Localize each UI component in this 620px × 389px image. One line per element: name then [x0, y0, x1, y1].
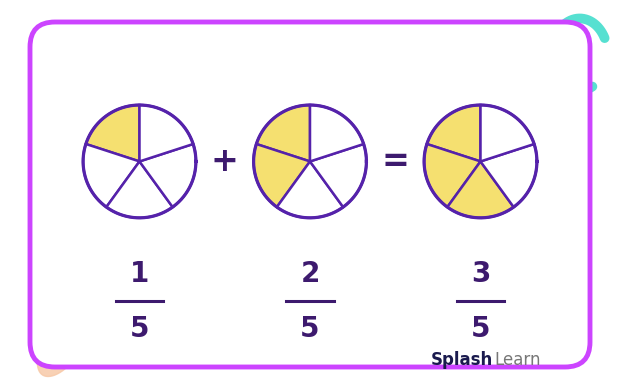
Polygon shape	[540, 337, 578, 349]
Polygon shape	[540, 324, 578, 349]
Polygon shape	[140, 144, 196, 207]
Polygon shape	[41, 44, 75, 71]
Polygon shape	[310, 144, 366, 207]
Polygon shape	[448, 161, 513, 218]
Text: 1: 1	[130, 260, 149, 288]
Polygon shape	[254, 144, 310, 207]
Polygon shape	[424, 144, 480, 207]
Polygon shape	[86, 105, 140, 161]
Text: 5: 5	[130, 315, 149, 343]
FancyBboxPatch shape	[30, 22, 590, 367]
Polygon shape	[140, 105, 193, 161]
Polygon shape	[379, 57, 588, 317]
Text: 5: 5	[471, 315, 490, 343]
Polygon shape	[37, 307, 82, 377]
Polygon shape	[480, 105, 534, 161]
Polygon shape	[480, 144, 537, 207]
Polygon shape	[32, 44, 75, 71]
Text: =: =	[382, 145, 409, 178]
Polygon shape	[277, 161, 343, 218]
Polygon shape	[310, 105, 364, 161]
Text: 5: 5	[300, 315, 320, 343]
Text: Learn: Learn	[494, 351, 541, 369]
Polygon shape	[256, 105, 310, 161]
Text: Splash: Splash	[431, 351, 493, 369]
Polygon shape	[83, 144, 140, 207]
Text: 3: 3	[471, 260, 490, 288]
Text: +: +	[211, 145, 238, 178]
Polygon shape	[107, 161, 172, 218]
Polygon shape	[427, 105, 480, 161]
Text: 2: 2	[300, 260, 320, 288]
